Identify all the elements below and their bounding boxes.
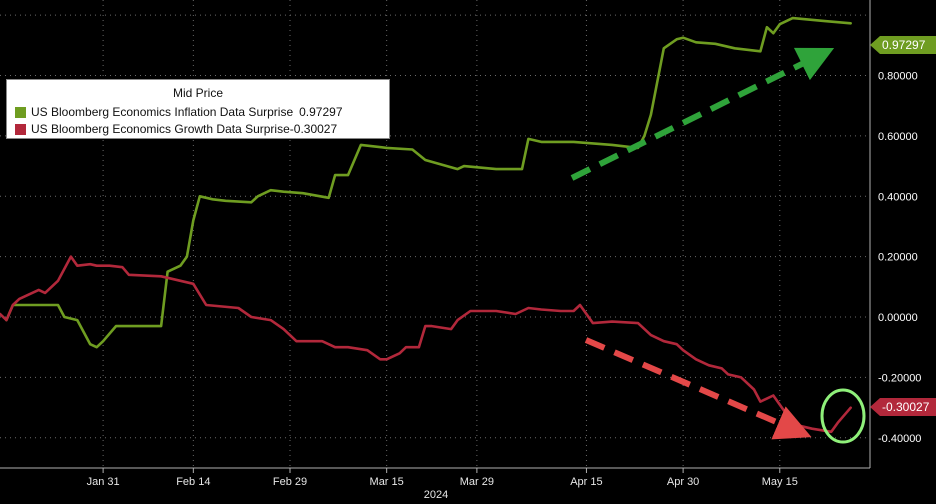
trend-annotations: [570, 47, 866, 444]
series-line-inflation: [5, 16, 853, 349]
legend-label-inflation: US Bloomberg Economics Inflation Data Su…: [31, 105, 294, 119]
x-tick-label: Apr 15: [570, 476, 602, 488]
x-tick-label: Jan 31: [87, 476, 120, 488]
last-value-tag-growth: -0.30027: [870, 398, 936, 416]
legend-title: Mid Price: [172, 86, 223, 100]
y-tick-label: 0.20000: [878, 252, 918, 264]
y-tick-label: 0.60000: [878, 131, 918, 143]
series-line-growth: [0, 255, 853, 434]
legend-item-inflation: US Bloomberg Economics Inflation Data Su…: [15, 104, 381, 120]
x-axis-year-label: 2024: [424, 489, 448, 501]
x-tick-label: Mar 29: [460, 476, 494, 488]
highlight-circle: [820, 388, 866, 444]
x-tick-label: Mar 15: [370, 476, 404, 488]
legend-swatch-inflation: [15, 106, 26, 118]
y-tick-label: 0.80000: [878, 70, 918, 82]
legend-item-growth: US Bloomberg Economics Growth Data Surpr…: [15, 121, 381, 137]
x-tick-label: May 15: [762, 476, 798, 488]
legend: Mid Price US Bloomberg Economics Inflati…: [6, 79, 390, 139]
legend-swatch-growth: [15, 123, 26, 135]
y-tick-label: -0.40000: [878, 433, 921, 445]
y-tick-label: -0.20000: [878, 372, 921, 384]
y-tick-label: 0.40000: [878, 191, 918, 203]
down-trend-arrow: [584, 337, 812, 440]
legend-label-growth: US Bloomberg Economics Growth Data Surpr…: [31, 122, 290, 136]
x-tick-labels: Jan 31 Feb 14 Feb 29 Mar 15 Mar 29 Apr 15 Apr …: [87, 468, 798, 488]
series-lines: [0, 16, 853, 434]
x-tick-label: Apr 30: [667, 476, 699, 488]
legend-value-inflation: 0.97297: [299, 105, 343, 119]
y-tick-labels: 0.80000 0.60000 0.40000 0.20000 0.00000 -0.20…: [878, 70, 921, 444]
grid: [0, 0, 870, 468]
legend-value-growth: -0.30027: [289, 122, 338, 136]
x-tick-label: Feb 14: [176, 476, 210, 488]
last-value-tag-inflation: 0.97297: [870, 36, 936, 54]
y-tick-label: 0.00000: [878, 312, 918, 324]
up-trend-arrow: [570, 47, 835, 181]
x-tick-label: Feb 29: [273, 476, 307, 488]
